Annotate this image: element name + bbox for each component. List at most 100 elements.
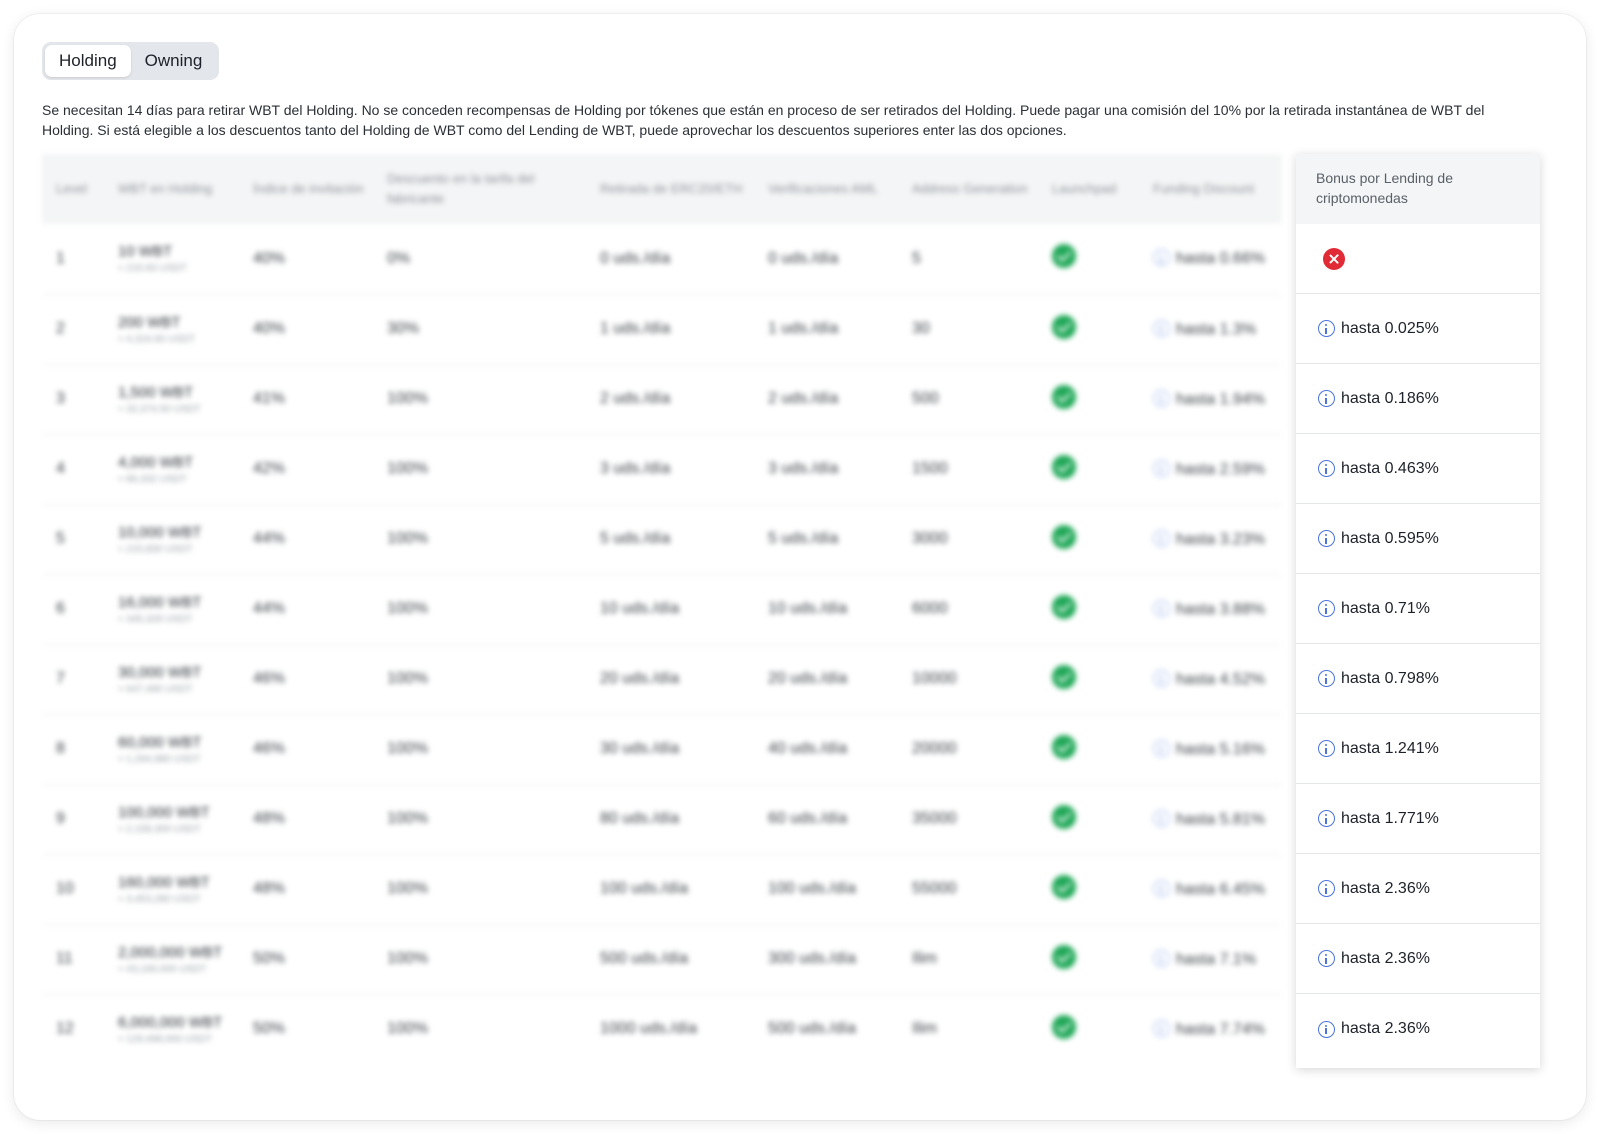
- column-header: Retirada de ERC20/ETH: [600, 181, 743, 196]
- aml-checks-cell: 0 uds./día: [768, 249, 839, 267]
- maker-fee-cell: 100%: [387, 530, 428, 547]
- funding-discount-cell: hasta 3.23%: [1139, 504, 1282, 574]
- info-icon[interactable]: [1318, 320, 1335, 337]
- erc20-withdrawal-cell: 1000 uds./día: [600, 1020, 697, 1038]
- levels-table: Level WBT en Holding Índice de invitación D…: [42, 154, 1282, 1064]
- table-row: 7 30,000 WBT ≈ 647,490 USDT 46% 100% 20 uds./…: [42, 644, 1282, 714]
- level-cell: 8: [56, 740, 65, 757]
- info-icon[interactable]: [1318, 880, 1335, 897]
- info-icon[interactable]: [1318, 1020, 1335, 1038]
- erc20-withdrawal-cell: 5 uds./día: [600, 530, 671, 547]
- info-icon[interactable]: [1318, 810, 1335, 827]
- address-generation-cell: 55000: [912, 880, 957, 897]
- funding-discount-value: hasta 1.3%: [1176, 320, 1257, 338]
- invite-cell: 48%: [253, 880, 286, 897]
- wbt-holding-cell: 160,000 WBT ≈ 3,453,280 USDT: [104, 854, 239, 924]
- info-icon[interactable]: [1153, 319, 1170, 337]
- x-circle-icon: [1323, 247, 1345, 270]
- info-icon[interactable]: [1153, 739, 1170, 757]
- funding-discount-value: hasta 6.45%: [1176, 880, 1265, 898]
- invite-cell: 44%: [253, 530, 286, 547]
- info-icon[interactable]: [1153, 809, 1170, 827]
- wbt-holding-cell: 200 WBT ≈ 4,316.60 USDT: [104, 294, 239, 364]
- wbt-holding-cell: 6,000,000 WBT ≈ 129,498,000 USDT: [104, 994, 239, 1064]
- info-icon[interactable]: [1318, 390, 1335, 407]
- funding-discount-cell: hasta 4.52%: [1139, 644, 1282, 714]
- wbt-holding-cell: 10,000 WBT ≈ 215,830 USDT: [104, 504, 239, 574]
- funding-discount-value: hasta 4.52%: [1176, 670, 1265, 688]
- info-icon[interactable]: [1153, 879, 1170, 897]
- usdt-equivalent: ≈ 3,453,280 USDT: [118, 893, 201, 905]
- launchpad-cell: [1038, 294, 1139, 364]
- bonus-value: hasta 1.771%: [1341, 809, 1439, 827]
- bonus-value: hasta 0.798%: [1341, 669, 1439, 687]
- info-icon[interactable]: [1318, 670, 1335, 687]
- address-generation-cell: 500: [912, 390, 939, 407]
- info-icon[interactable]: [1318, 600, 1335, 617]
- aml-checks-cell: 500 uds./día: [768, 1020, 857, 1038]
- funding-discount-cell: hasta 1.3%: [1139, 294, 1282, 364]
- aml-checks-cell: 300 uds./día: [768, 950, 857, 967]
- erc20-withdrawal-cell: 0 uds./día: [600, 249, 671, 267]
- usdt-equivalent: ≈ 86,332 USDT: [118, 473, 187, 485]
- maker-fee-cell: 30%: [387, 320, 420, 337]
- info-icon[interactable]: [1318, 530, 1335, 547]
- check-circle-icon: [1052, 804, 1076, 829]
- tab-holding[interactable]: Holding: [45, 45, 131, 77]
- bonus-column-body: hasta 0.025% hasta 0.186% hasta 0.463% hast…: [1296, 224, 1540, 1064]
- column-header: Verificaciones AML: [768, 181, 878, 196]
- column-header: Launchpad: [1052, 181, 1117, 196]
- table-row: 8 60,000 WBT ≈ 1,294,980 USDT 46% 100% 30 uds…: [42, 714, 1282, 784]
- wbt-holding-cell: 60,000 WBT ≈ 1,294,980 USDT: [104, 714, 239, 784]
- maker-fee-cell: 100%: [387, 460, 428, 477]
- table-row: 10 160,000 WBT ≈ 3,453,280 USDT 48% 100% 100 …: [42, 854, 1282, 924]
- usdt-equivalent: ≈ 43,166,000 USDT: [118, 963, 207, 975]
- info-icon[interactable]: [1318, 950, 1335, 967]
- address-generation-cell: 20000: [912, 740, 957, 757]
- info-icon[interactable]: [1153, 459, 1170, 477]
- info-icon[interactable]: [1153, 529, 1170, 547]
- level-cell: 1: [56, 249, 65, 267]
- table-body: 1 10 WBT ≈ 215.83 USDT 40% 0% 0 uds./día 0 uds…: [42, 224, 1282, 1064]
- erc20-withdrawal-cell: 20 uds./día: [600, 670, 680, 687]
- tab-owning[interactable]: Owning: [144, 51, 203, 70]
- info-icon[interactable]: [1153, 1019, 1170, 1037]
- bonus-value: hasta 0.186%: [1341, 389, 1439, 407]
- bonus-cell: hasta 0.798%: [1296, 644, 1540, 714]
- maker-fee-cell: 100%: [387, 950, 428, 967]
- launchpad-cell: [1038, 714, 1139, 784]
- bonus-cell: hasta 2.36%: [1296, 854, 1540, 924]
- wbt-amount: 200 WBT: [118, 313, 181, 331]
- aml-checks-cell: 5 uds./día: [768, 530, 839, 547]
- column-header: Address Generation: [912, 181, 1028, 196]
- table-row: 5 10,000 WBT ≈ 215,830 USDT 44% 100% 5 uds./d…: [42, 504, 1282, 574]
- bonus-cell: hasta 0.71%: [1296, 574, 1540, 644]
- check-circle-icon: [1052, 244, 1076, 269]
- invite-cell: 44%: [253, 600, 286, 617]
- info-icon[interactable]: [1153, 389, 1170, 407]
- aml-checks-cell: 10 uds./día: [768, 600, 848, 617]
- erc20-withdrawal-cell: 100 uds./día: [600, 880, 689, 897]
- usdt-equivalent: ≈ 1,294,980 USDT: [118, 753, 201, 765]
- bonus-cell: hasta 0.463%: [1296, 434, 1540, 504]
- info-icon[interactable]: [1153, 669, 1170, 687]
- column-header: Índice de invitación: [253, 181, 364, 196]
- check-circle-icon: [1052, 664, 1076, 689]
- wbt-amount: 1,500 WBT: [118, 383, 194, 401]
- aml-checks-cell: 100 uds./día: [768, 880, 857, 897]
- column-header: Level: [56, 181, 88, 196]
- info-icon[interactable]: [1153, 599, 1170, 617]
- erc20-withdrawal-cell: 1 uds./día: [600, 320, 671, 337]
- info-icon[interactable]: [1318, 460, 1335, 477]
- funding-discount-cell: hasta 2.59%: [1139, 434, 1282, 504]
- info-icon[interactable]: [1153, 249, 1170, 267]
- wbt-amount: 160,000 WBT: [118, 873, 210, 891]
- bonus-value: hasta 0.025%: [1341, 319, 1439, 337]
- info-icon[interactable]: [1153, 949, 1170, 967]
- bonus-column: Bonus por Lending de criptomonedas hasta…: [1296, 154, 1540, 1068]
- funding-discount-value: hasta 3.88%: [1176, 600, 1265, 618]
- info-icon[interactable]: [1318, 740, 1335, 757]
- table-row: 9 100,000 WBT ≈ 2,158,300 USDT 48% 100% 80 ud…: [42, 784, 1282, 854]
- launchpad-cell: [1038, 434, 1139, 504]
- aml-checks-cell: 2 uds./día: [768, 390, 839, 407]
